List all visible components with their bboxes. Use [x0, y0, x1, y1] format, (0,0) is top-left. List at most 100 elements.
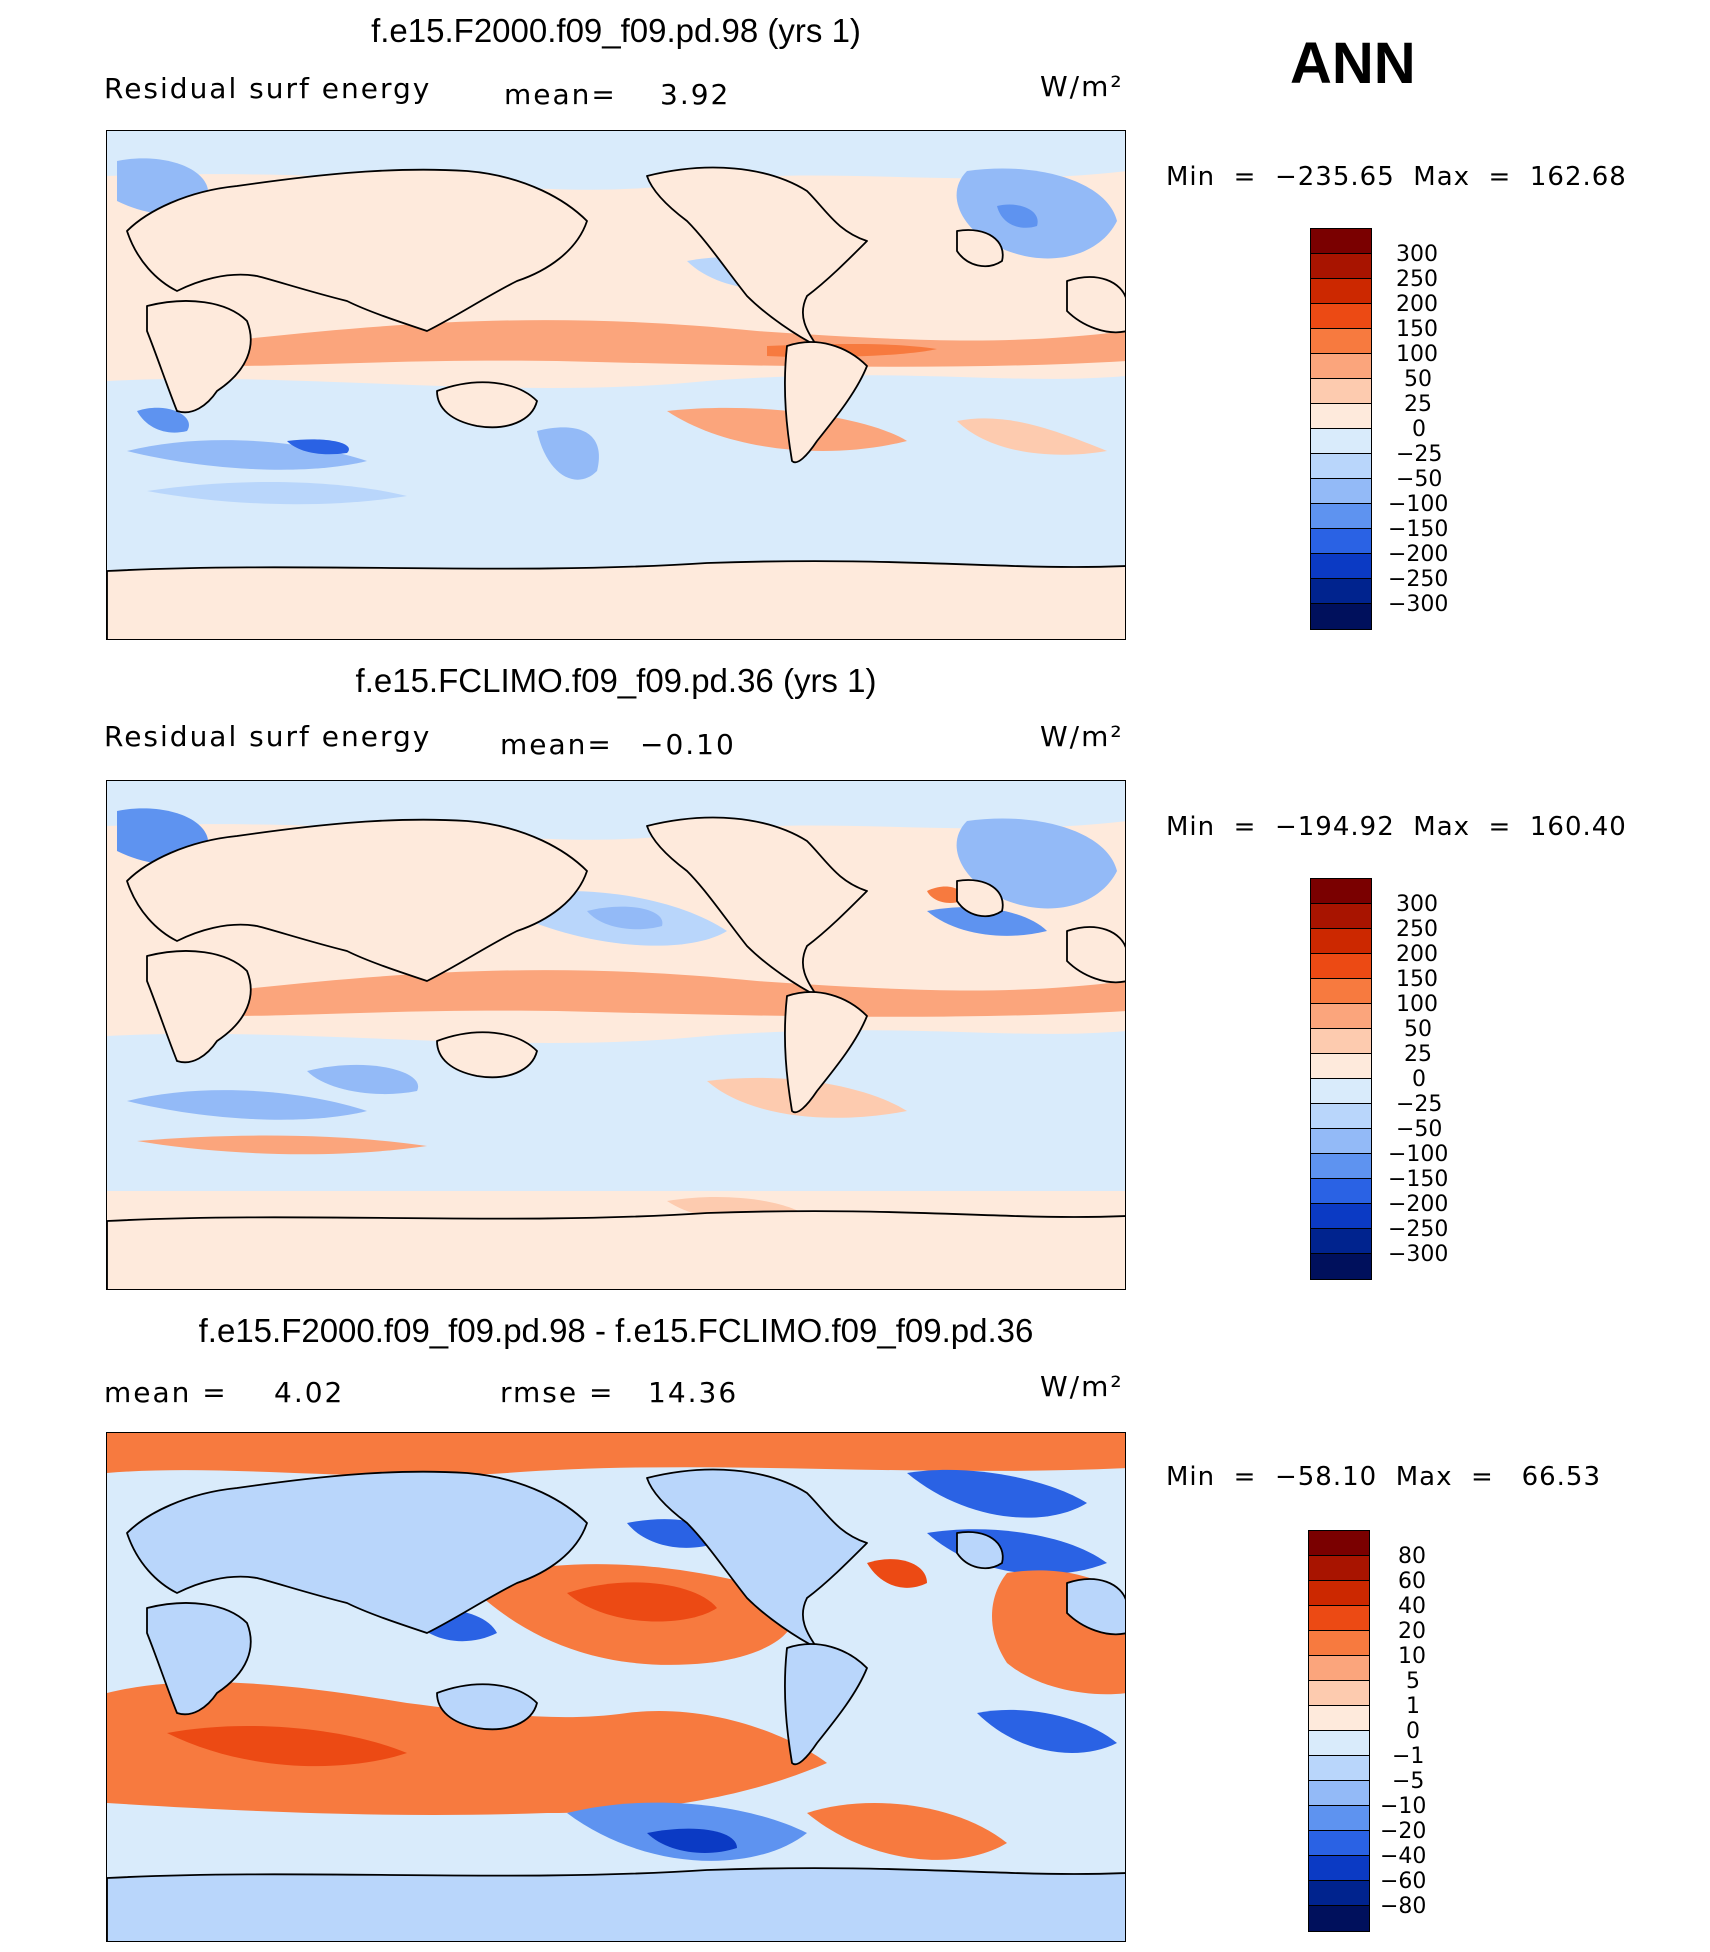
panel1-swatch-14	[1311, 554, 1371, 579]
panel2-cb-label: −150	[1388, 1167, 1449, 1192]
panel3-rmse-value: 14.36	[648, 1376, 739, 1409]
panel2-swatch-4	[1311, 954, 1371, 979]
panel3-mean-label: mean =	[104, 1376, 228, 1409]
panel2-cb-label: 150	[1396, 967, 1438, 992]
panel3-cb-label: 10	[1398, 1644, 1426, 1669]
panel2-swatch-8	[1311, 1054, 1371, 1079]
panel2-cb-label: −300	[1388, 1242, 1449, 1267]
panel3-swatch-1	[1309, 1531, 1369, 1556]
panel3-swatch-8	[1309, 1706, 1369, 1731]
panel3-cb-label: 5	[1406, 1669, 1420, 1694]
panel2-cb-label: 0	[1412, 1067, 1426, 1092]
panel2-cb-label: −100	[1388, 1142, 1449, 1167]
panel2-swatch-5	[1311, 979, 1371, 1004]
panel3-swatch-5	[1309, 1631, 1369, 1656]
panel2-cb-label: 50	[1404, 1017, 1432, 1042]
panel1-mean-value: 3.92	[660, 78, 731, 111]
panel2-cb-label: −25	[1396, 1092, 1443, 1117]
panel3-swatch-10	[1309, 1756, 1369, 1781]
panel2-cb-label: 250	[1396, 917, 1438, 942]
panel3-swatch-13	[1309, 1831, 1369, 1856]
panel3-swatch-9	[1309, 1731, 1369, 1756]
panel1-variable-label: Residual surf energy	[104, 72, 432, 105]
panel2-cb-label: −200	[1388, 1192, 1449, 1217]
panel1-cb-label: −250	[1388, 567, 1449, 592]
panel2-mean-label: mean=	[500, 728, 613, 761]
panel2-cb-label: 200	[1396, 942, 1438, 967]
panel2-swatch-1	[1311, 879, 1371, 904]
panel2-colorbar	[1310, 878, 1372, 1280]
panel1-cb-label: −300	[1388, 592, 1449, 617]
panel2-minmax: Min = −194.92 Max = 160.40	[1166, 812, 1627, 842]
panel3-rmse-label: rmse =	[500, 1376, 615, 1409]
panel1-colorbar	[1310, 228, 1372, 630]
panel1-map	[106, 130, 1126, 640]
panel3-swatch-15	[1309, 1881, 1369, 1906]
panel3-cb-label: −10	[1380, 1794, 1427, 1819]
panel1-swatch-3	[1311, 279, 1371, 304]
panel3-cb-label: 1	[1406, 1694, 1420, 1719]
panel2-swatch-15	[1311, 1229, 1371, 1254]
panel3-cb-label: −60	[1380, 1869, 1427, 1894]
panel2-swatch-13	[1311, 1179, 1371, 1204]
panel1-swatch-13	[1311, 529, 1371, 554]
panel3-cb-label: 20	[1398, 1619, 1426, 1644]
panel1-cb-label: 300	[1396, 242, 1438, 267]
panel3-map	[106, 1432, 1126, 1942]
panel1-mean-label: mean=	[504, 78, 617, 111]
panel3-cb-label: 40	[1398, 1594, 1426, 1619]
panel3-swatch-2	[1309, 1556, 1369, 1581]
season-label: ANN	[1290, 31, 1416, 96]
panel1-swatch-11	[1311, 479, 1371, 504]
panel2-swatch-14	[1311, 1204, 1371, 1229]
panel3-swatch-14	[1309, 1856, 1369, 1881]
panel1-swatch-4	[1311, 304, 1371, 329]
panel1-cb-label: 25	[1404, 392, 1432, 417]
panel1-swatch-10	[1311, 454, 1371, 479]
panel3-cb-label: −40	[1380, 1844, 1427, 1869]
panel2-swatch-3	[1311, 929, 1371, 954]
panel1-swatch-9	[1311, 429, 1371, 454]
panel1-swatch-12	[1311, 504, 1371, 529]
panel3-mean-value: 4.02	[274, 1376, 345, 1409]
panel1-cb-label: −100	[1388, 492, 1449, 517]
panel2-cb-label: −250	[1388, 1217, 1449, 1242]
panel3-cb-label: −5	[1392, 1769, 1425, 1794]
panel2-swatch-11	[1311, 1129, 1371, 1154]
panel2-units: W/m²	[1040, 720, 1124, 753]
panel1-swatch-6	[1311, 354, 1371, 379]
panel3-swatch-12	[1309, 1806, 1369, 1831]
panel3-cb-label: 80	[1398, 1544, 1426, 1569]
panel2-swatch-9	[1311, 1079, 1371, 1104]
panel1-swatch-7	[1311, 379, 1371, 404]
panel1-units: W/m²	[1040, 70, 1124, 103]
panel1-cb-label: −25	[1396, 442, 1443, 467]
panel2-mean-value: −0.10	[640, 728, 736, 761]
panel2-swatch-6	[1311, 1004, 1371, 1029]
panel1-swatch-8	[1311, 404, 1371, 429]
panel3-cb-label: −1	[1392, 1744, 1425, 1769]
panel3-cb-label: −20	[1380, 1819, 1427, 1844]
panel1-swatch-2	[1311, 254, 1371, 279]
panel2-variable-label: Residual surf energy	[104, 720, 432, 753]
panel2-cb-label: 100	[1396, 992, 1438, 1017]
panel1-cb-label: 100	[1396, 342, 1438, 367]
panel2-swatch-12	[1311, 1154, 1371, 1179]
panel2-map	[106, 780, 1126, 1290]
panel2-cb-label: 300	[1396, 892, 1438, 917]
panel3-title: f.e15.F2000.f09_f09.pd.98 - f.e15.FCLIMO…	[198, 1312, 1034, 1349]
panel2-title: f.e15.FCLIMO.f09_f09.pd.36 (yrs 1)	[355, 662, 877, 699]
panel1-cb-label: −50	[1396, 467, 1443, 492]
panel3-swatch-16	[1309, 1906, 1369, 1931]
panel2-swatch-7	[1311, 1029, 1371, 1054]
panel3-cb-label: −80	[1380, 1894, 1427, 1919]
panel3-swatch-3	[1309, 1581, 1369, 1606]
panel1-cb-label: 50	[1404, 367, 1432, 392]
panel3-cb-label: 0	[1406, 1719, 1420, 1744]
panel1-swatch-16	[1311, 604, 1371, 629]
panel1-swatch-5	[1311, 329, 1371, 354]
panel1-cb-label: 0	[1412, 417, 1426, 442]
panel2-swatch-16	[1311, 1254, 1371, 1279]
panel2-swatch-2	[1311, 904, 1371, 929]
panel1-swatch-1	[1311, 229, 1371, 254]
